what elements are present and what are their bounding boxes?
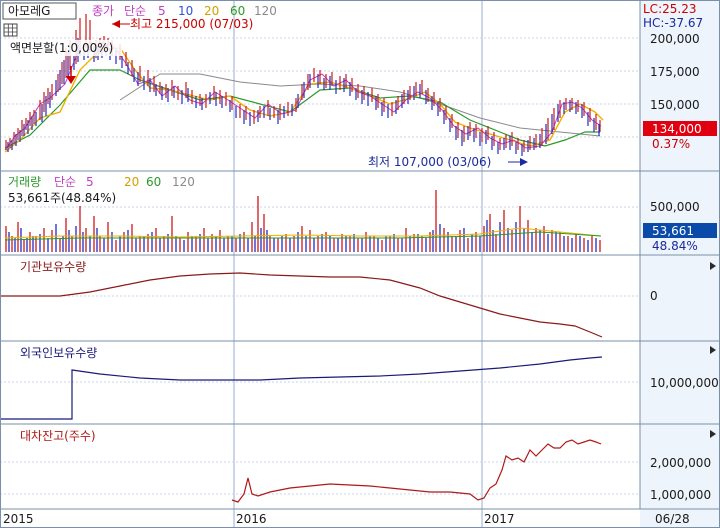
x-axis-label: 2015	[3, 512, 34, 526]
low-marker	[508, 158, 528, 166]
high-annotation: 최고 215,000 (07/03)	[130, 17, 253, 31]
legend-ma-type: 단순	[124, 4, 146, 18]
volume-legend-ma20: 20	[124, 175, 139, 189]
split-note-bg	[6, 40, 122, 56]
short-interest-line	[231, 439, 602, 503]
volume-ma-type: 단순	[54, 175, 76, 189]
x-axis-label: 2016	[236, 512, 267, 526]
current-price-badge	[643, 121, 717, 136]
short-interest-tick: 1,000,000	[650, 488, 711, 502]
split-arrow-icon	[66, 66, 76, 84]
panel-separators	[0, 0, 720, 510]
panel-toggle-icon	[710, 262, 716, 270]
price-tick: 175,000	[650, 65, 700, 79]
current-volume: 53,661	[652, 224, 694, 238]
current-price: 134,000	[652, 122, 702, 136]
current-date: 06/28	[655, 512, 690, 526]
institution-tick: 0	[650, 289, 658, 303]
volume-ma20-line	[4, 227, 602, 239]
volume-tick: 500,000	[650, 200, 700, 214]
year-gridlines	[233, 0, 483, 528]
legend-ma120: 120	[254, 4, 277, 18]
ma120-line	[119, 73, 601, 137]
stock-selector[interactable]	[2, 2, 77, 20]
panel-toggle-icon	[710, 430, 716, 438]
legend-ma10: 10	[178, 4, 193, 18]
current-volume-pct: 48.84%	[652, 239, 698, 253]
institution-title: 기관보유수량	[20, 260, 86, 274]
panel-toggle-icons[interactable]	[710, 262, 716, 438]
volume-summary: 53,661주(48.84%)	[8, 191, 116, 205]
x-axis: 2015 2016 2017 06/28	[3, 512, 690, 526]
legend-ma60: 60	[230, 4, 245, 18]
current-volume-badge	[643, 223, 717, 238]
institution-line	[0, 272, 603, 338]
stock-selector-label: 아모레G	[8, 4, 50, 18]
short-interest-title: 대차잔고(주수)	[20, 429, 96, 443]
price-gridlines	[0, 37, 640, 495]
institution-panel: 기관보유수량 0	[0, 260, 658, 338]
volume-ma60-line	[4, 231, 602, 241]
legend-close: 종가	[92, 4, 114, 18]
current-change: 0.37%	[652, 137, 690, 151]
price-tick: 200,000	[650, 32, 700, 46]
volume-legend-ma120: 120	[172, 175, 195, 189]
panel-toggle-icon	[710, 346, 716, 354]
foreign-tick: 10,000,000	[650, 376, 719, 390]
price-scale-background	[640, 0, 720, 528]
volume-bars	[5, 190, 601, 252]
foreign-panel: 외국인보유수량 10,000,000	[0, 346, 719, 420]
foreign-title: 외국인보유수량	[20, 346, 97, 360]
legend-ma20: 20	[204, 4, 219, 18]
legend-ma5: 5	[158, 4, 166, 18]
split-note: 액면분할(1:0,00%)	[10, 41, 113, 55]
hc-label: HC:-37.67	[643, 16, 703, 30]
grid-icon[interactable]	[3, 23, 18, 37]
low-annotation: 최저 107,000 (03/06)	[368, 155, 491, 169]
short-interest-panel: 대차잔고(주수) 2,000,000 1,000,000	[20, 429, 711, 503]
volume-legend-ma60: 60	[146, 175, 161, 189]
high-marker	[112, 20, 130, 28]
volume-title: 거래량	[8, 175, 41, 189]
price-panel: 아모레G 종가 단순 5 10 20 60 120 액면분할(1:0,00%) …	[2, 2, 717, 169]
foreign-line	[0, 356, 603, 420]
x-axis-label: 2017	[484, 512, 515, 526]
short-interest-tick: 2,000,000	[650, 456, 711, 470]
lc-label: LC:25.23	[643, 2, 696, 16]
price-tick: 150,000	[650, 98, 700, 112]
volume-panel: 거래량 단순 5 20 60 120 53,661주(48.84%) 500,0…	[4, 175, 717, 253]
volume-legend-ma5: 5	[86, 175, 94, 189]
